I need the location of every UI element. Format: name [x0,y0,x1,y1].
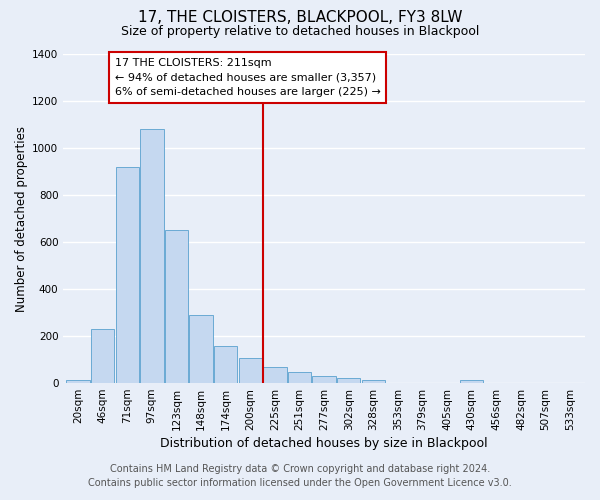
Bar [116,167,139,383]
Bar [288,372,311,383]
Bar [165,230,188,383]
Bar [460,380,484,383]
Text: Size of property relative to detached houses in Blackpool: Size of property relative to detached ho… [121,25,479,38]
Bar [263,366,287,383]
Bar [91,330,115,383]
Bar [140,129,164,383]
Y-axis label: Number of detached properties: Number of detached properties [15,126,28,312]
Text: Contains HM Land Registry data © Crown copyright and database right 2024.
Contai: Contains HM Land Registry data © Crown c… [88,464,512,487]
X-axis label: Distribution of detached houses by size in Blackpool: Distribution of detached houses by size … [160,437,488,450]
Bar [337,378,361,383]
Bar [362,380,385,383]
Text: 17 THE CLOISTERS: 211sqm
← 94% of detached houses are smaller (3,357)
6% of semi: 17 THE CLOISTERS: 211sqm ← 94% of detach… [115,58,381,98]
Bar [190,315,213,383]
Text: 17, THE CLOISTERS, BLACKPOOL, FY3 8LW: 17, THE CLOISTERS, BLACKPOOL, FY3 8LW [138,10,462,25]
Bar [313,376,336,383]
Bar [67,380,90,383]
Bar [214,346,238,383]
Bar [239,358,262,383]
